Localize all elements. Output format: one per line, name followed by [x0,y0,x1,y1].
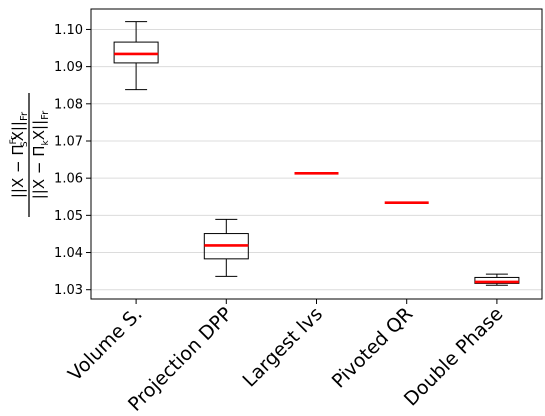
y-axis-label-denominator: ||X − ΠkX||Fr [30,110,51,199]
box-series [113,21,520,286]
box-iqr [474,276,520,284]
y-tick-label: 1.06 [54,172,83,187]
y-tick-label: 1.07 [54,134,83,149]
plot-frame [90,8,543,300]
y-tick-label: 1.05 [54,209,83,224]
box-iqr [113,41,159,64]
box-5 [474,273,520,286]
y-tick-label: 1.04 [54,246,83,261]
y-tick-label: 1.08 [54,97,83,112]
y-axis-label: ||X − ΠFrSX||Fr ||X − ΠkX||Fr [9,93,51,217]
box-1 [113,21,159,91]
y-tick-label: 1.09 [54,60,83,75]
x-tick-label: Pivoted QR [328,303,418,393]
box-2 [203,218,249,277]
y-axis-label-numerator: ||X − ΠFrSX||Fr [9,111,30,198]
y-tick-label: 1.10 [54,23,83,38]
y-axis: 1.03 1.04 1.05 1.06 1.07 1.08 1.09 1.10 [54,23,91,298]
x-axis: Volume S.Projection DPP Largest lvs Pivote… [64,299,507,416]
grid-lines [91,28,542,291]
y-tick-label: 1.03 [54,283,83,298]
x-tick-label: Volume S. [64,303,147,386]
x-tick-label: Largest lvs [238,303,327,392]
